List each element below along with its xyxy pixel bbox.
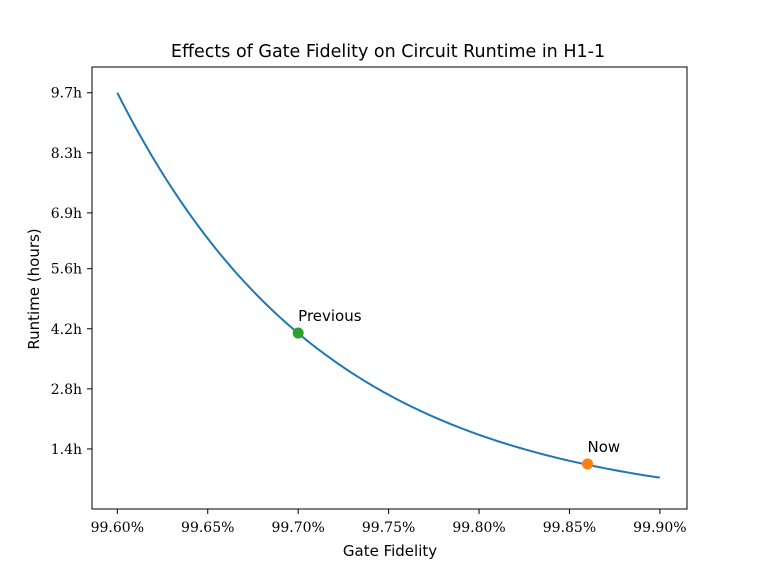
x-tick-label: 99.75% <box>362 520 415 536</box>
point-label-now: Now <box>588 438 621 456</box>
series-layer <box>116 92 661 479</box>
points-layer: Previous Now <box>292 307 621 470</box>
x-tick-label: 99.90% <box>633 520 686 536</box>
y-tick-label: 9.7h <box>51 86 82 102</box>
y-axis-label: Runtime (hours) <box>25 228 43 349</box>
point-marker-now <box>582 458 594 470</box>
y-tick-label: 5.6h <box>51 262 82 278</box>
x-tick-label: 99.70% <box>271 520 324 536</box>
point-marker-previous <box>292 327 304 339</box>
x-tick-label: 99.60% <box>91 520 144 536</box>
chart-title: Effects of Gate Fidelity on Circuit Runt… <box>171 42 605 62</box>
x-axis-label: Gate Fidelity <box>343 542 437 560</box>
x-tick-label: 99.85% <box>543 520 596 536</box>
series-line <box>116 92 661 479</box>
y-tick-label: 8.3h <box>51 146 82 162</box>
y-tick-label: 2.8h <box>51 382 82 398</box>
y-tick-label: 1.4h <box>51 442 82 458</box>
y-tick-label: 6.9h <box>51 206 82 222</box>
x-tick-label: 99.80% <box>452 520 505 536</box>
point-label-previous: Previous <box>298 307 362 325</box>
x-axis: 99.60% 99.65% 99.70% 99.75% 99.80% 99.85% 99.9… <box>91 509 687 536</box>
y-axis: 1.4h 2.8h 4.2h 5.6h 6.9h 8.3h 9.7h <box>51 86 92 458</box>
x-tick-label: 99.65% <box>181 520 234 536</box>
plot-frame <box>91 66 688 510</box>
y-tick-label: 4.2h <box>51 322 82 338</box>
